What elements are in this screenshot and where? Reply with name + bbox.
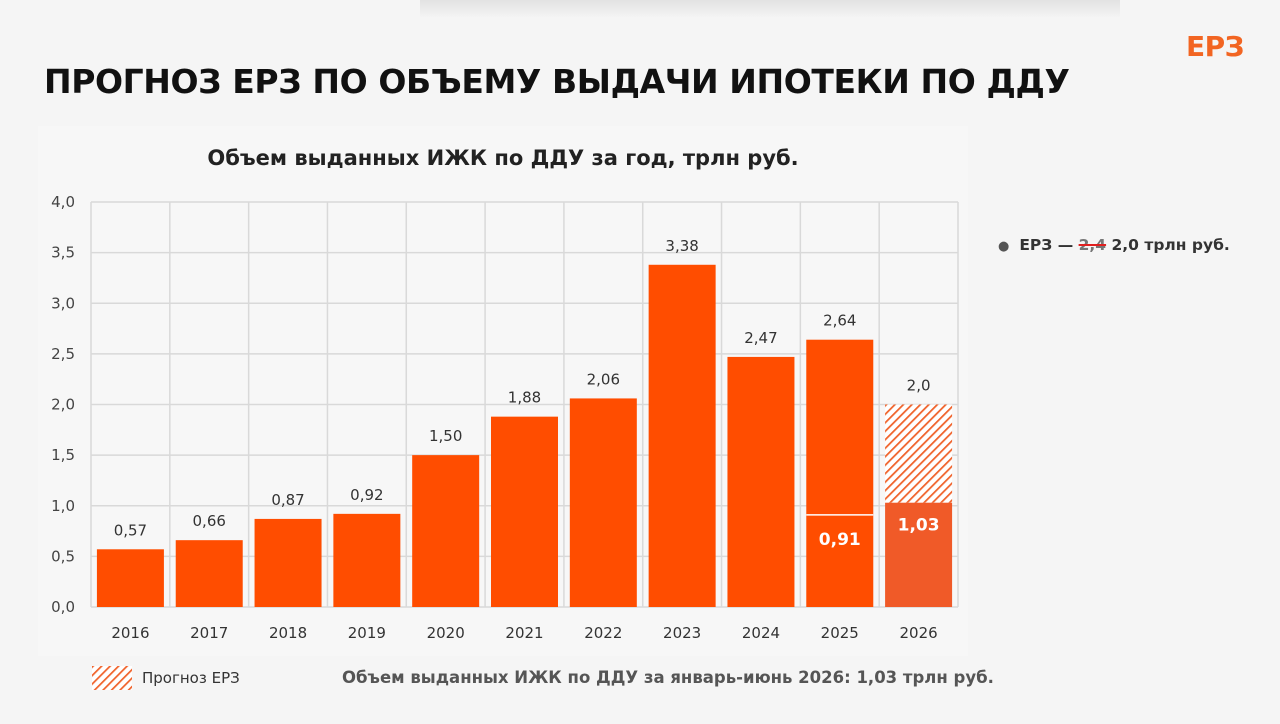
data-labels: 0,57 0,66 0,87 0,92 1,50 1,88 2,06 3,38 2,47 2,64… xyxy=(114,237,940,550)
bar-value-label: 0,92 xyxy=(350,486,383,504)
x-tick-label: 2017 xyxy=(190,624,228,642)
bar-partial-label: 1,03 xyxy=(898,516,940,536)
y-tick-label: 4,0 xyxy=(51,193,75,211)
bar xyxy=(412,455,480,607)
bar xyxy=(727,356,795,607)
bar-value-label: 2,0 xyxy=(907,377,931,395)
page-title: ПРОГНОЗ ЕРЗ ПО ОБЪЕМУ ВЫДАЧИ ИПОТЕКИ ПО … xyxy=(44,62,1070,101)
x-tick-label: 2023 xyxy=(663,624,701,642)
x-tick-label: 2021 xyxy=(505,624,543,642)
erz-logo: ЕРЗ xyxy=(1185,30,1245,63)
bar-value-label: 0,87 xyxy=(271,491,304,509)
bar xyxy=(491,416,558,607)
forecast-note: ● ЕРЗ — 2,4 2,0 трлн руб. xyxy=(998,236,1230,254)
forecast-legend-swatch xyxy=(92,666,132,690)
y-tick-label: 0,5 xyxy=(51,547,75,565)
bar-value-label: 1,88 xyxy=(508,389,541,407)
x-tick-label: 2019 xyxy=(348,624,386,642)
x-tick-label: 2022 xyxy=(584,624,622,642)
bar-partial-label: 0,91 xyxy=(819,530,861,550)
bar xyxy=(648,264,716,607)
x-tick-label: 2025 xyxy=(821,624,859,642)
bar-value-label: 2,47 xyxy=(744,329,777,347)
bullet-icon: ● xyxy=(998,239,1010,254)
bar-value-label: 0,66 xyxy=(193,512,226,530)
y-tick-label: 3,0 xyxy=(51,294,75,312)
forecast-note-old-value: 2,4 xyxy=(1078,236,1107,254)
bar xyxy=(254,518,322,607)
x-tick-label: 2018 xyxy=(269,624,307,642)
chart-legend: Прогноз ЕРЗ xyxy=(92,666,240,690)
footnote: Объем выданных ИЖК по ДДУ за январь-июнь… xyxy=(342,668,994,687)
x-tick-label: 2026 xyxy=(899,624,937,642)
forecast-note-new-value: 2,0 трлн руб. xyxy=(1111,236,1230,254)
top-shadow xyxy=(420,0,1120,18)
x-tick-label: 2024 xyxy=(742,624,780,642)
forecast-bar-hatched xyxy=(885,404,953,503)
chart-title: Объем выданных ИЖК по ДДУ за год, трлн р… xyxy=(207,146,799,170)
bar-value-label: 0,57 xyxy=(114,521,147,539)
forecast-bar-actual xyxy=(885,502,953,607)
forecast-legend-label: Прогноз ЕРЗ xyxy=(142,669,240,687)
bars xyxy=(96,264,953,607)
bar-value-label: 2,64 xyxy=(823,312,856,330)
y-tick-label: 0,0 xyxy=(51,598,75,616)
bar xyxy=(333,513,401,607)
y-tick-label: 1,0 xyxy=(51,497,75,515)
axes: 0,0 0,5 1,0 1,5 2,0 2,5 3,0 3,5 4,0 2016 2017 2018 2… xyxy=(51,193,938,642)
bar xyxy=(175,540,243,607)
x-tick-label: 2016 xyxy=(111,624,149,642)
y-tick-label: 3,5 xyxy=(51,244,75,262)
bar xyxy=(806,339,874,607)
y-tick-label: 2,0 xyxy=(51,396,75,414)
bar xyxy=(569,398,637,607)
forecast-note-prefix: ЕРЗ — xyxy=(1019,236,1074,254)
bar xyxy=(96,549,164,607)
bar-value-label: 2,06 xyxy=(587,370,620,388)
bar-value-label: 3,38 xyxy=(665,237,698,255)
x-tick-label: 2020 xyxy=(427,624,465,642)
y-tick-label: 2,5 xyxy=(51,345,75,363)
y-tick-label: 1,5 xyxy=(51,446,75,464)
bar-value-label: 1,50 xyxy=(429,427,462,445)
